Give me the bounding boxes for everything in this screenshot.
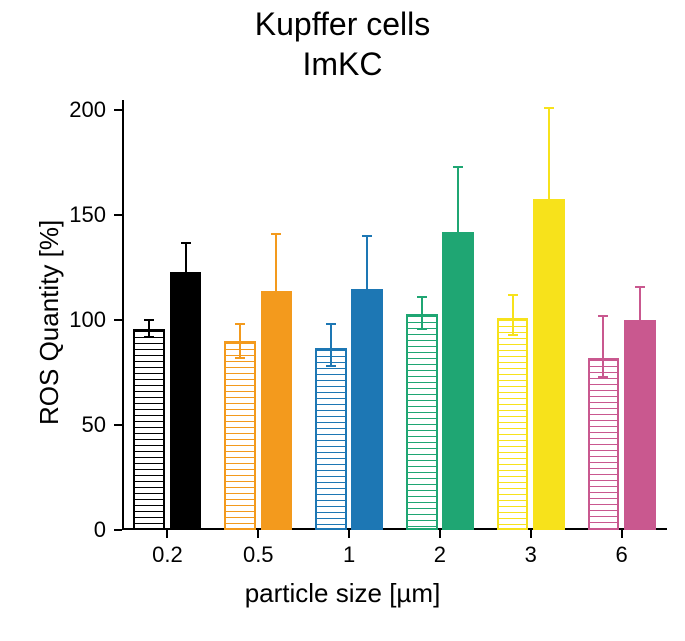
bar-hatched xyxy=(588,358,620,530)
error-bar xyxy=(239,324,241,358)
error-cap xyxy=(235,357,245,359)
error-cap xyxy=(181,294,191,296)
bar-hatched xyxy=(315,348,347,530)
error-bar xyxy=(457,167,459,232)
error-cap xyxy=(235,323,245,325)
x-tick-label: 6 xyxy=(615,542,627,568)
bar-hatched xyxy=(224,341,256,530)
error-cap xyxy=(508,294,518,296)
y-axis-line xyxy=(122,100,124,530)
error-bar xyxy=(366,236,368,288)
chart-title-line1: Kupffer cells xyxy=(0,6,685,43)
x-tick-label: 1 xyxy=(343,542,355,568)
error-cap xyxy=(362,235,372,237)
y-tick xyxy=(114,214,122,216)
error-cap xyxy=(326,323,336,325)
x-tick-label: 0.5 xyxy=(243,542,274,568)
error-cap xyxy=(271,233,281,235)
x-tick xyxy=(257,530,259,538)
x-axis-label: particle size [µm] xyxy=(0,578,685,609)
error-cap xyxy=(417,296,427,298)
x-tick xyxy=(621,530,623,538)
error-bar xyxy=(512,295,514,335)
error-cap xyxy=(326,365,336,367)
x-tick xyxy=(348,530,350,538)
bar-solid xyxy=(170,272,202,530)
error-bar xyxy=(602,316,604,377)
error-cap xyxy=(181,242,191,244)
plot-area xyxy=(122,100,667,530)
x-tick xyxy=(439,530,441,538)
error-bar xyxy=(639,287,641,339)
x-axis-line xyxy=(122,528,667,530)
error-bar xyxy=(148,320,150,337)
bar-solid xyxy=(624,320,656,530)
error-cap xyxy=(417,328,427,330)
x-tick-label: 0.2 xyxy=(152,542,183,568)
bar-solid xyxy=(442,232,474,530)
error-bar xyxy=(185,243,187,295)
x-tick-label: 3 xyxy=(525,542,537,568)
bar-solid xyxy=(351,289,383,530)
x-tick xyxy=(166,530,168,538)
y-tick-label: 150 xyxy=(0,202,106,228)
error-bar xyxy=(330,324,332,366)
y-tick xyxy=(114,529,122,531)
chart-title-line2: ImKC xyxy=(0,46,685,83)
y-tick-label: 50 xyxy=(0,412,106,438)
bar-hatched xyxy=(133,329,165,530)
error-bar xyxy=(275,234,277,291)
y-tick xyxy=(114,424,122,426)
error-cap xyxy=(635,338,645,340)
ros-bar-chart: Kupffer cells ImKC ROS Quantity [%] part… xyxy=(0,0,685,641)
bar-hatched xyxy=(406,314,438,530)
y-tick xyxy=(114,109,122,111)
bar-solid xyxy=(261,291,293,530)
error-bar xyxy=(421,297,423,328)
y-tick-label: 0 xyxy=(0,517,106,543)
y-tick xyxy=(114,319,122,321)
bar-hatched xyxy=(497,318,529,530)
error-cap xyxy=(598,315,608,317)
error-cap xyxy=(144,336,154,338)
error-cap xyxy=(598,376,608,378)
x-tick xyxy=(530,530,532,538)
error-cap xyxy=(144,319,154,321)
error-bar xyxy=(548,108,550,198)
error-cap xyxy=(544,107,554,109)
y-tick-label: 200 xyxy=(0,97,106,123)
y-tick-label: 100 xyxy=(0,307,106,333)
error-cap xyxy=(635,286,645,288)
error-cap xyxy=(508,334,518,336)
bar-solid xyxy=(533,199,565,530)
error-cap xyxy=(453,166,463,168)
x-tick-label: 2 xyxy=(434,542,446,568)
